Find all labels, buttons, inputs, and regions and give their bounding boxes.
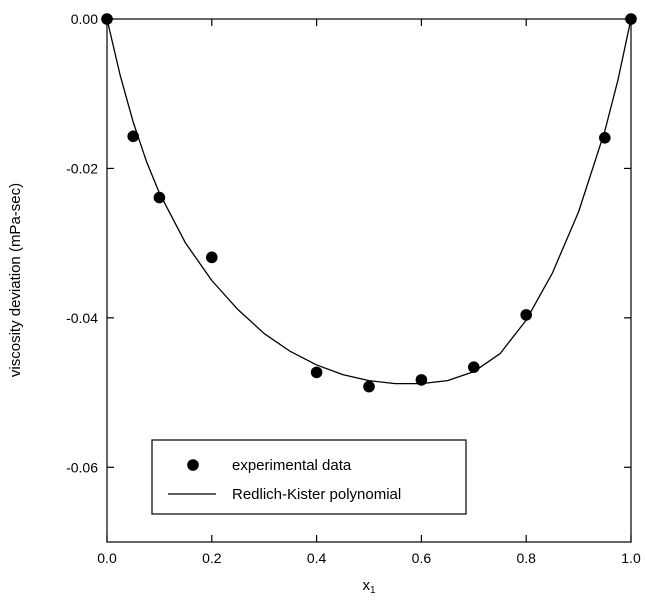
y-tick-label: -0.06 <box>66 459 98 475</box>
data-point <box>415 374 428 386</box>
data-point <box>127 130 139 143</box>
data-point <box>206 251 218 264</box>
data-point <box>520 309 532 321</box>
ticks-layer: 0.0 0.2 0.4 0.6 0.8 1.0 0.00 -0.02 -0.04 -0.06 <box>66 11 641 566</box>
y-tick-label: -0.04 <box>66 310 98 326</box>
x-tick-label: 0.6 <box>412 550 432 566</box>
legend-marker-experimental-data <box>187 459 199 471</box>
legend-box <box>151 439 467 515</box>
plot-frame <box>106 18 632 543</box>
x-tick-label: 0.4 <box>307 550 327 566</box>
x-tick-label: 0.2 <box>202 550 222 566</box>
data-point <box>310 366 323 379</box>
x-axis-title: x1 <box>362 577 376 596</box>
x-axis-title-subscript: 1 <box>370 585 376 596</box>
legend-label-redlich-kister: Redlich-Kister polynomial <box>232 486 401 503</box>
y-tick-label: 0.00 <box>71 11 98 27</box>
data-point <box>153 191 166 204</box>
series-line-redlich-kister <box>106 18 632 385</box>
data-point <box>599 131 611 144</box>
legend: experimental data Redlich-Kister polynom… <box>151 439 467 515</box>
legend-label-experimental-data: experimental data <box>232 457 352 474</box>
x-axis-title-main: x <box>362 577 370 594</box>
data-point <box>363 380 375 393</box>
curve-layer <box>106 18 632 385</box>
points-layer <box>101 13 637 393</box>
data-point <box>101 13 113 25</box>
y-tick-label: -0.02 <box>66 160 98 176</box>
x-tick-label: 1.0 <box>621 550 641 566</box>
x-tick-label: 0.0 <box>97 550 117 566</box>
x-tick-label: 0.8 <box>516 550 536 566</box>
data-point <box>625 13 637 25</box>
y-axis-title: viscosity deviation (mPa-sec) <box>7 183 24 377</box>
data-point <box>468 361 480 373</box>
